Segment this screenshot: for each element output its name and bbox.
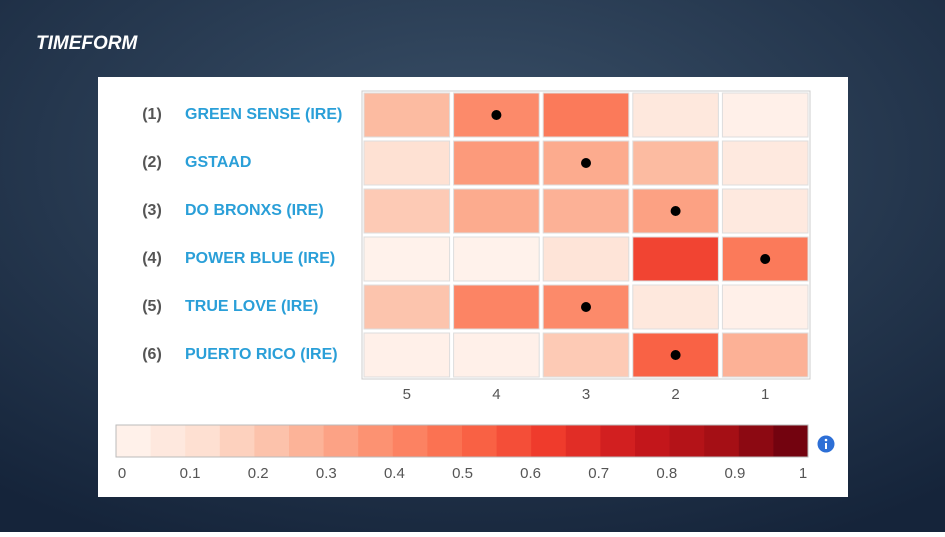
row-label: POWER BLUE (IRE) <box>185 250 335 267</box>
row-label: GSTAAD <box>185 154 251 171</box>
colorbar-tick-label: 0.1 <box>180 465 201 482</box>
heat-cell <box>453 236 540 282</box>
heat-cell <box>632 140 719 186</box>
colorbar-tick-label: 0 <box>118 465 126 482</box>
colorbar-step <box>531 425 567 457</box>
heat-cell <box>363 92 451 138</box>
colorbar-step <box>150 425 186 457</box>
heat-cell <box>542 332 630 378</box>
heat-cell <box>542 236 630 282</box>
heat-cell <box>721 92 809 138</box>
selection-dot <box>670 350 681 360</box>
colorbar-frame <box>115 424 809 458</box>
selection-dot <box>760 254 771 264</box>
row-label: PUERTO RICO (IRE) <box>185 346 338 363</box>
colorbar-tick-label: 0.3 <box>316 465 337 482</box>
colorbar-step <box>427 425 463 457</box>
colorbar-step <box>392 425 428 457</box>
colorbar-tick-label: 0.4 <box>384 465 405 482</box>
colorbar-tick-label: 0.6 <box>520 465 541 482</box>
brand-logo: TIMEFORM <box>36 33 138 54</box>
heat-cell <box>363 188 451 234</box>
column-label: 4 <box>492 386 500 403</box>
row-number: (6) <box>142 346 162 363</box>
heat-cell <box>542 188 630 234</box>
heat-cell <box>363 284 451 330</box>
colorbar-step <box>254 425 290 457</box>
row-number: (2) <box>142 154 162 171</box>
column-label: 3 <box>582 386 590 403</box>
heat-cell <box>453 284 540 330</box>
colorbar-step <box>358 425 394 457</box>
colorbar-tick-label: 0.7 <box>588 465 609 482</box>
row-number: (1) <box>142 106 162 123</box>
heat-cell <box>363 332 451 378</box>
colorbar-tick-label: 0.8 <box>656 465 677 482</box>
colorbar-tick-label: 0.2 <box>248 465 269 482</box>
heat-cell <box>542 284 630 330</box>
heat-cell <box>363 140 451 186</box>
colorbar-step <box>219 425 255 457</box>
heat-cell <box>632 284 719 330</box>
heat-cell <box>363 236 451 282</box>
row-number: (4) <box>142 250 162 267</box>
row-number: (5) <box>142 298 162 315</box>
colorbar-step <box>289 425 325 457</box>
colorbar-step <box>600 425 636 457</box>
colorbar-step <box>462 425 498 457</box>
heat-cell <box>453 188 540 234</box>
colorbar-step <box>773 425 809 457</box>
selection-dot <box>581 302 591 312</box>
column-label: 2 <box>671 386 679 403</box>
selection-dot <box>491 110 502 120</box>
heat-cell <box>453 332 540 378</box>
colorbar-tick-label: 1 <box>799 465 807 482</box>
colorbar-step <box>323 425 359 457</box>
colorbar-step <box>565 425 601 457</box>
heat-cell <box>721 140 809 186</box>
row-label: TRUE LOVE (IRE) <box>185 298 318 315</box>
colorbar-step <box>669 425 705 457</box>
colorbar-step <box>185 425 221 457</box>
heat-cell <box>542 92 630 138</box>
colorbar-step <box>116 425 152 457</box>
column-label: 1 <box>761 386 769 403</box>
row-number: (3) <box>142 202 162 219</box>
colorbar-step <box>635 425 671 457</box>
selection-dot <box>581 158 591 168</box>
colorbar-tick-label: 0.5 <box>452 465 473 482</box>
colorbar-tick-label: 0.9 <box>724 465 745 482</box>
colorbar-step <box>704 425 740 457</box>
heat-cell <box>632 236 719 282</box>
colorbar-step <box>496 425 532 457</box>
selection-dot <box>670 206 681 216</box>
grid-background <box>361 90 811 380</box>
info-icon[interactable] <box>817 435 835 453</box>
row-label: GREEN SENSE (IRE) <box>185 106 342 123</box>
column-label: 5 <box>403 386 411 403</box>
colorbar-step <box>738 425 774 457</box>
row-label: DO BRONXS (IRE) <box>185 202 324 219</box>
heat-cell <box>453 140 540 186</box>
heat-cell <box>721 332 809 378</box>
info-dot <box>824 438 828 442</box>
heat-cell <box>721 284 809 330</box>
heat-cell <box>721 188 809 234</box>
heat-cell <box>632 92 719 138</box>
